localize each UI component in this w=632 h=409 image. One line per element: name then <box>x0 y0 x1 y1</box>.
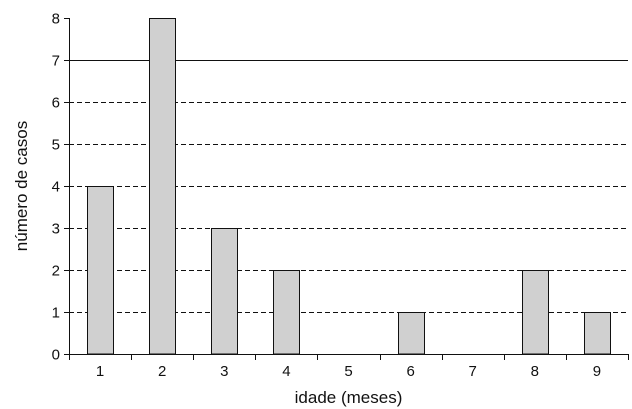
x-tick-label-1: 1 <box>96 363 104 380</box>
bar-2 <box>149 18 176 355</box>
x-tick-label-4: 4 <box>282 363 290 380</box>
y-tick-label-1: 1 <box>52 305 60 322</box>
y-tick-labels: 0 1 2 3 4 5 6 7 8 <box>52 11 60 364</box>
bar-3 <box>211 228 238 355</box>
x-tick-label-2: 2 <box>158 363 166 380</box>
y-tick-label-2: 2 <box>52 263 60 280</box>
x-tick-label-7: 7 <box>469 363 477 380</box>
x-tick-label-3: 3 <box>220 363 228 380</box>
bar-6 <box>398 312 425 355</box>
y-tick-label-5: 5 <box>52 137 60 154</box>
y-axis-title: número de casos <box>12 121 31 251</box>
y-tick-label-4: 4 <box>52 179 60 196</box>
x-tick-label-9: 9 <box>593 363 601 380</box>
x-axis-title: idade (meses) <box>295 388 403 407</box>
x-tick-label-6: 6 <box>406 363 414 380</box>
x-tick-label-8: 8 <box>531 363 539 380</box>
bar-4 <box>273 270 300 355</box>
axes <box>64 18 629 360</box>
bar-8 <box>522 270 549 355</box>
y-tick-label-6: 6 <box>52 95 60 112</box>
y-tick-label-8: 8 <box>52 11 60 28</box>
x-tick-label-5: 5 <box>344 363 352 380</box>
y-tick-label-7: 7 <box>52 53 60 70</box>
x-tick-labels: 1 2 3 4 5 6 7 8 9 <box>96 363 601 380</box>
bar-9 <box>584 312 611 355</box>
bar-1 <box>87 186 114 355</box>
bars <box>87 18 611 355</box>
y-tick-label-3: 3 <box>52 221 60 238</box>
y-tick-label-0: 0 <box>52 347 60 364</box>
